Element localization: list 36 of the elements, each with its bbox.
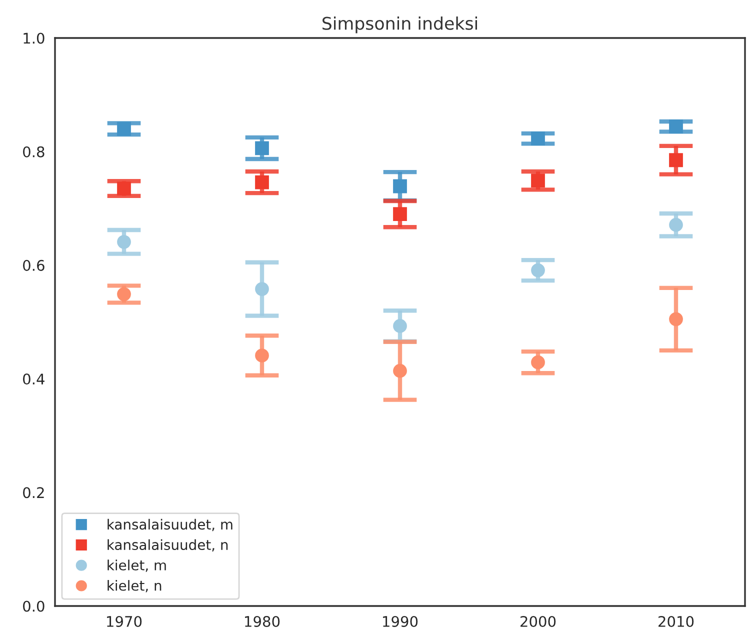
- point: [531, 174, 545, 188]
- point: [117, 182, 131, 196]
- point: [117, 234, 131, 249]
- y-tick-label: 0.8: [23, 146, 44, 158]
- y-tick-label: 0.4: [23, 374, 44, 385]
- legend-label: kansalaisuudet, m: [108, 518, 232, 532]
- point: [255, 348, 269, 362]
- point: [393, 207, 407, 222]
- point: [117, 122, 131, 136]
- point: [255, 175, 269, 190]
- point: [255, 282, 269, 296]
- x-tick-label: 1970: [107, 616, 142, 628]
- chart-title: Simpsonin indeksi: [322, 16, 477, 34]
- y-tick-label: 1.0: [24, 32, 44, 44]
- point: [669, 312, 683, 326]
- point: [669, 153, 683, 168]
- x-tick-label: 2010: [658, 616, 694, 628]
- x-tick-label: 2000: [520, 616, 556, 628]
- point: [393, 179, 407, 194]
- point: [393, 364, 407, 378]
- legend-label: kielet, m: [108, 560, 166, 572]
- point: [669, 218, 683, 232]
- point: [117, 287, 131, 302]
- point: [531, 355, 545, 370]
- y-tick-label: 0.0: [23, 600, 44, 612]
- x-tick-label: 1990: [383, 616, 418, 628]
- point: [669, 120, 683, 134]
- point: [255, 141, 269, 156]
- legend-label: kansalaisuudet, n: [108, 539, 228, 552]
- x-tick-label: 1980: [245, 616, 280, 628]
- legend-label: kielet, n: [108, 580, 162, 592]
- y-tick-label: 0.6: [23, 260, 44, 271]
- point: [531, 132, 545, 146]
- point: [531, 263, 545, 278]
- point: [393, 319, 407, 333]
- y-tick-label: 0.2: [23, 487, 44, 498]
